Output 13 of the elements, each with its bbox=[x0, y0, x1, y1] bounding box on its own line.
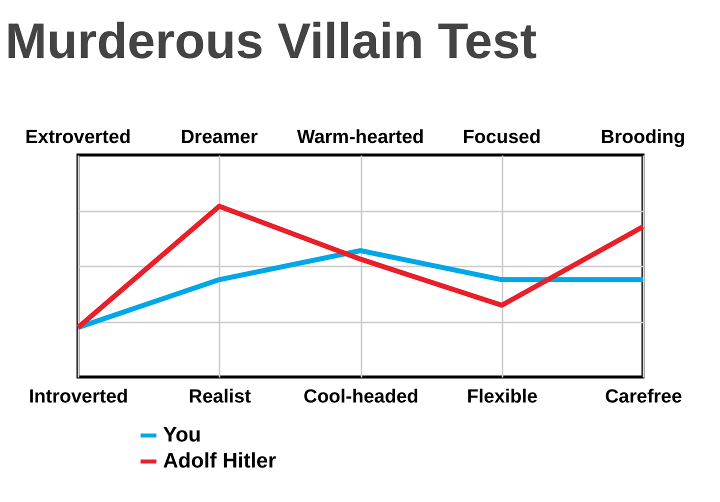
x-tick-label: Carefree bbox=[604, 386, 682, 408]
text: Dreamer bbox=[180, 127, 258, 148]
legend-label: Adolf Hitler bbox=[163, 450, 276, 472]
x-tick-label: Realist bbox=[188, 386, 252, 408]
x-tick-label: Cool-headed bbox=[303, 386, 419, 408]
x-tick-label: Introverted bbox=[28, 386, 128, 408]
legend-label: You bbox=[163, 424, 202, 446]
text: Focused bbox=[462, 127, 541, 148]
text: Extroverted bbox=[25, 127, 131, 148]
chart-title: Murderous Villain Test bbox=[5, 13, 538, 69]
text: Warm-hearted bbox=[296, 127, 424, 148]
x-tick-label: Flexible bbox=[466, 386, 538, 408]
text: Brooding bbox=[600, 127, 686, 148]
